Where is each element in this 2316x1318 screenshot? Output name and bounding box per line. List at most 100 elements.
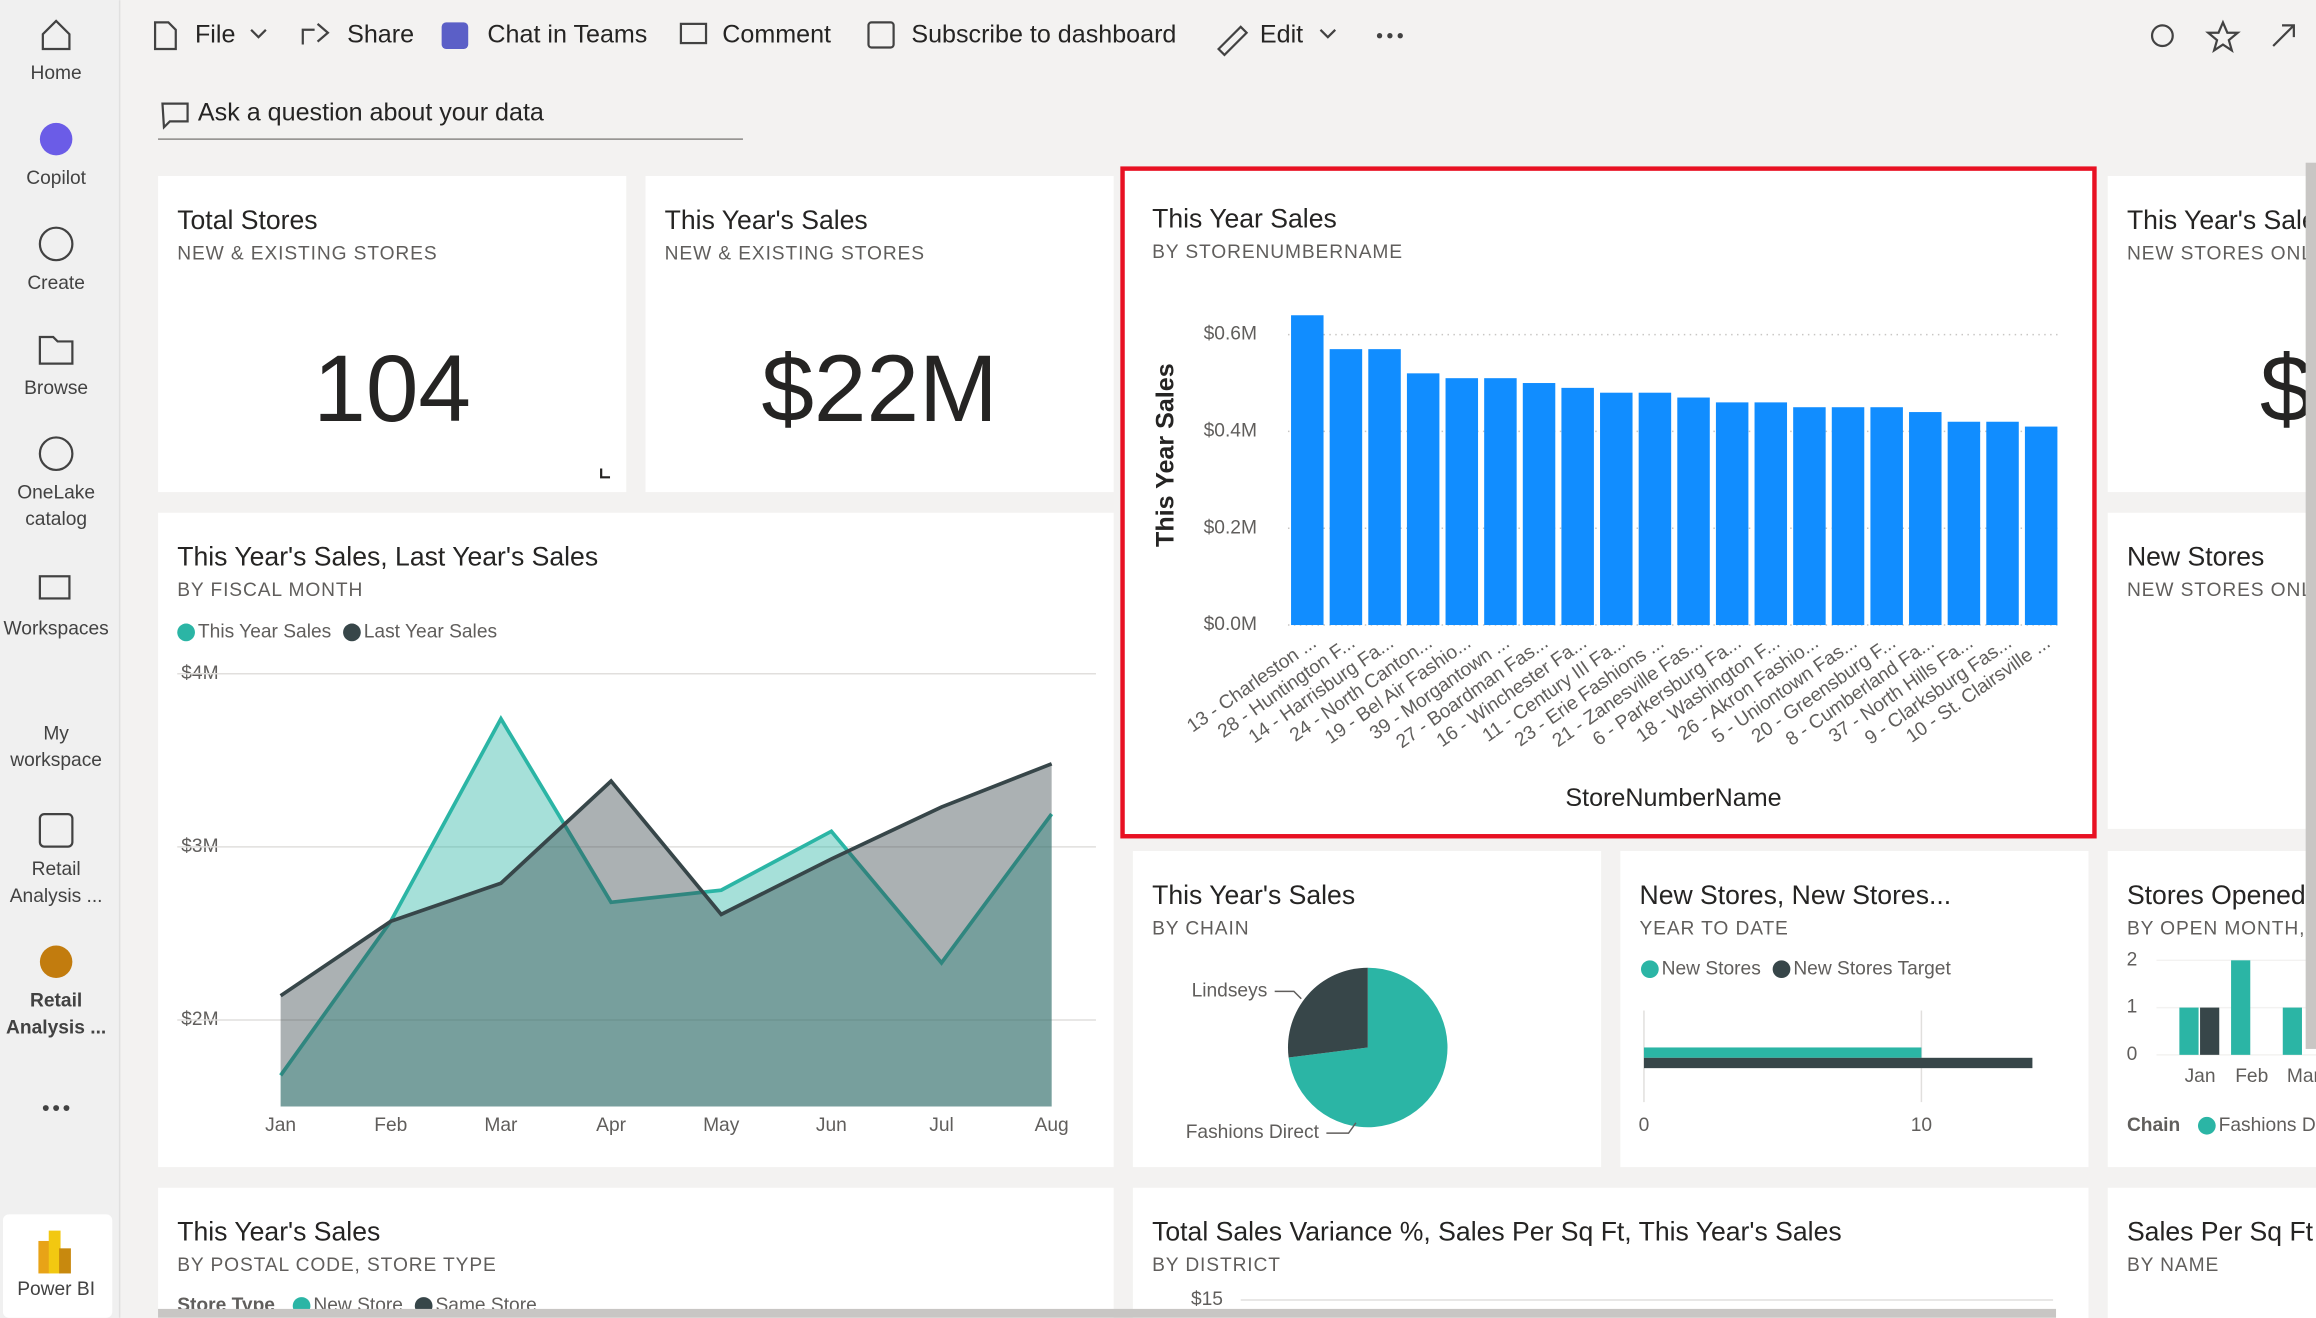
- x-tick-label: Jan: [2185, 1066, 2216, 1087]
- onelake-icon[interactable]: [38, 436, 74, 472]
- bar[interactable]: [1561, 387, 1594, 626]
- scrollbar[interactable]: [2305, 162, 2316, 1049]
- legend-marker: [2197, 1116, 2216, 1135]
- share-icon[interactable]: [301, 23, 330, 45]
- qa-input[interactable]: Ask a question about your data: [198, 99, 544, 127]
- tile-title: This Year's Sales: [665, 205, 868, 235]
- report-icon[interactable]: [38, 812, 74, 848]
- tile[interactable]: This Year Sales BY STORENUMBERNAME $0.0M $0…: [1120, 166, 2097, 839]
- bar[interactable]: [1831, 407, 1865, 626]
- teams-icon[interactable]: [441, 22, 469, 49]
- more-icon[interactable]: [42, 1105, 70, 1111]
- toolbar-button[interactable]: Chat in Teams: [487, 20, 647, 48]
- chevron[interactable]: [250, 28, 267, 39]
- bar[interactable]: [1986, 421, 2019, 626]
- bar[interactable]: [2231, 960, 2251, 1055]
- x-tick-label: Jul: [929, 1115, 954, 1136]
- workspaces-icon[interactable]: [38, 575, 71, 600]
- bar[interactable]: [1793, 407, 1826, 626]
- bar[interactable]: [1638, 392, 1672, 626]
- create-icon[interactable]: [38, 226, 74, 262]
- bar[interactable]: [1909, 412, 1942, 626]
- tile[interactable]: Stores Opened BY OPEN MONTH, CHAIN 0 1 2 Jan F…: [2107, 851, 2316, 1168]
- bar[interactable]: [1715, 402, 1749, 626]
- tile[interactable]: This Year's Sales NEW & EXISTING STORES $2…: [645, 176, 1114, 493]
- x-tick-label: Aug: [1035, 1115, 1069, 1136]
- bar[interactable]: [1291, 315, 1324, 626]
- tile[interactable]: Total Stores NEW & EXISTING STORES 104: [158, 176, 627, 493]
- tile[interactable]: This Year's Sales BY POSTAL CODE, STORE T…: [158, 1187, 1114, 1318]
- legend-marker: [343, 623, 361, 642]
- tile-background: [158, 512, 1114, 1168]
- comment-icon[interactable]: [679, 22, 708, 45]
- bar[interactable]: [1643, 1057, 2033, 1069]
- resize-handle[interactable]: [600, 468, 611, 479]
- nav-label[interactable]: My workspace: [9, 723, 102, 771]
- bar[interactable]: [1406, 373, 1440, 626]
- app-icon[interactable]: [39, 945, 73, 979]
- tile[interactable]: This Year's Sales NEW STORES ONLY $: [2107, 176, 2316, 493]
- y-axis-title: This Year Sales: [1151, 363, 1179, 547]
- tile-title: This Year's Sales: [2127, 205, 2316, 235]
- nav-label[interactable]: Home: [31, 63, 82, 84]
- bar[interactable]: [1754, 402, 1788, 626]
- bar[interactable]: [1870, 407, 1903, 626]
- more-options[interactable]: [1376, 33, 1403, 39]
- bar[interactable]: [2024, 426, 2058, 626]
- h-scrollbar[interactable]: [158, 1308, 2057, 1318]
- bar[interactable]: [1368, 349, 1401, 626]
- nav-label[interactable]: Browse: [24, 378, 88, 399]
- nav-label[interactable]: Copilot: [26, 168, 86, 189]
- browse-icon[interactable]: [38, 335, 74, 365]
- toolbar-button[interactable]: Subscribe to dashboard: [911, 20, 1176, 48]
- bar[interactable]: [1445, 378, 1479, 626]
- nav-label[interactable]: OneLake catalog: [17, 483, 95, 531]
- copilot-icon[interactable]: [39, 122, 73, 156]
- bar[interactable]: [2179, 1007, 2199, 1055]
- edit-icon[interactable]: [1216, 25, 1249, 57]
- toolbar-button[interactable]: Edit: [1260, 20, 1303, 48]
- tile[interactable]: Sales Per Sq Ft BY NAME: [2107, 1187, 2316, 1318]
- tile[interactable]: This Year's Sales, Last Year's Sales BY F…: [158, 512, 1114, 1168]
- nav-label[interactable]: Workspaces: [4, 619, 109, 640]
- tile-title: New Stores, New Stores...: [1640, 880, 1952, 910]
- bar[interactable]: [1329, 349, 1363, 626]
- legend-label: Fashions Direct: [2219, 1115, 2316, 1136]
- favorite-icon[interactable]: [2205, 19, 2241, 54]
- pie-slice[interactable]: [1288, 967, 1448, 1128]
- nav-label[interactable]: Create: [27, 273, 85, 294]
- bar[interactable]: [1522, 383, 1556, 626]
- nav-label[interactable]: Power BI: [17, 1279, 95, 1300]
- nav-label[interactable]: Retail Analysis ...: [6, 991, 106, 1039]
- chevron[interactable]: [1319, 28, 1337, 39]
- fullscreen-icon[interactable]: [2272, 24, 2295, 47]
- bar[interactable]: [1677, 397, 1710, 626]
- toolbar-button[interactable]: File: [195, 20, 235, 48]
- toolbar-button[interactable]: Share: [347, 20, 414, 48]
- tile-subtitle: BY OPEN MONTH, CHAIN: [2127, 918, 2316, 939]
- bar[interactable]: [1643, 1047, 1922, 1058]
- pie-label: Lindseys: [1192, 980, 1268, 1001]
- tile[interactable]: Total Sales Variance %, Sales Per Sq Ft,…: [1132, 1187, 2089, 1318]
- line[interactable]: [279, 715, 1054, 1077]
- bar[interactable]: [1600, 392, 1633, 626]
- tile[interactable]: New Stores NEW STORES ONLY: [2107, 512, 2316, 829]
- refresh-icon[interactable]: [2150, 24, 2174, 48]
- home-icon[interactable]: [41, 19, 71, 51]
- nav-label[interactable]: Retail Analysis ...: [10, 859, 103, 907]
- tile[interactable]: This Year's Sales BY CHAIN Fashions Direct…: [1132, 851, 1602, 1168]
- kpi-value: $: [2260, 336, 2313, 442]
- file-icon[interactable]: [153, 21, 177, 51]
- line[interactable]: [279, 762, 1053, 998]
- bar[interactable]: [2282, 1007, 2302, 1055]
- bar[interactable]: [2200, 1007, 2220, 1055]
- toolbar-button[interactable]: Comment: [722, 20, 831, 48]
- tile[interactable]: New Stores, New Stores... YEAR TO DATE 0 10…: [1620, 851, 2089, 1168]
- nav-rail: [0, 0, 120, 1318]
- subscribe-icon[interactable]: [867, 21, 895, 49]
- bar[interactable]: [1484, 378, 1517, 626]
- bar[interactable]: [1947, 421, 1981, 626]
- pie-slice[interactable]: [1287, 967, 1368, 1058]
- tile-title: Total Sales Variance %, Sales Per Sq Ft,…: [1152, 1217, 1842, 1247]
